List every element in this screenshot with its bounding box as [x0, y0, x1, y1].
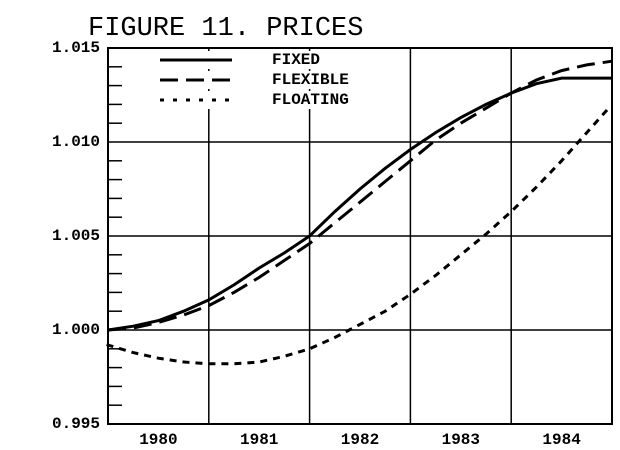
chart-title: FIGURE 11. PRICES: [88, 14, 363, 44]
legend-bg: [155, 51, 385, 69]
legend-label: FIXED: [272, 51, 320, 69]
x-tick-label: 1983: [442, 431, 480, 449]
y-tick-label: 0.995: [52, 415, 100, 433]
x-tick-label: 1984: [542, 431, 581, 449]
series-line: [107, 59, 613, 332]
y-tick-label: 1.015: [52, 39, 100, 57]
series-line: [106, 102, 615, 366]
y-tick-label: 1.010: [52, 133, 100, 151]
y-tick-label: 1.005: [52, 227, 100, 245]
legend-label: FLOATING: [272, 91, 349, 109]
plot-frame: [107, 47, 613, 425]
legend-label: FLEXIBLE: [272, 71, 349, 89]
y-tick-label: 1.000: [52, 321, 100, 339]
series-line: [107, 76, 612, 332]
legend-bg: [155, 91, 385, 109]
legend-bg: [155, 71, 385, 89]
x-tick-label: 1980: [139, 431, 177, 449]
x-tick-label: 1982: [341, 431, 379, 449]
x-tick-label: 1981: [240, 431, 278, 449]
